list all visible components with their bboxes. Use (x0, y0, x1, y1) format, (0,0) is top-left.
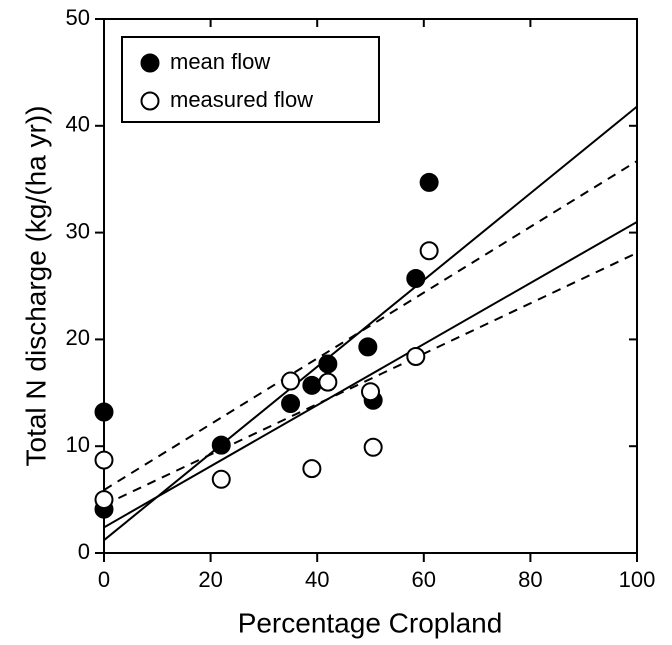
point (419, 241, 439, 261)
y-tick-label: 0 (78, 539, 90, 564)
fit-line (104, 105, 637, 541)
point (302, 375, 322, 395)
y-tick-label: 50 (66, 5, 90, 30)
legend-marker (140, 53, 160, 73)
fit-line (104, 221, 637, 529)
point (361, 382, 380, 402)
plot-frame (103, 18, 638, 554)
y-tick-label: 40 (66, 112, 90, 137)
point (363, 437, 383, 457)
legend-label: mean flow (170, 49, 270, 74)
y-tick-label: 30 (66, 218, 90, 243)
point (281, 371, 301, 391)
point (358, 337, 378, 357)
x-axis-title: Percentage Cropland (238, 607, 503, 638)
point (318, 354, 338, 374)
x-tick-label: 80 (518, 567, 542, 592)
point (94, 402, 114, 422)
fit-line (104, 251, 637, 506)
point (406, 269, 426, 289)
point (94, 450, 114, 470)
point (211, 435, 231, 455)
y-axis-title: Total N discharge (kg/(ha yr)) (20, 105, 51, 466)
y-tick-label: 20 (66, 325, 90, 350)
legend-label: measured flow (170, 87, 313, 112)
x-tick-label: 40 (305, 567, 329, 592)
legend-box (121, 36, 380, 123)
point (302, 459, 322, 479)
point (281, 393, 301, 413)
legend-marker (140, 91, 160, 111)
point (318, 372, 338, 392)
x-tick-label: 20 (198, 567, 222, 592)
point (94, 490, 114, 510)
x-tick-label: 0 (98, 567, 110, 592)
fit-line (104, 160, 637, 491)
x-tick-label: 100 (619, 567, 656, 592)
point (419, 172, 439, 192)
point (211, 469, 231, 489)
y-tick-label: 10 (66, 432, 90, 457)
x-tick-label: 60 (412, 567, 436, 592)
point (406, 346, 426, 366)
